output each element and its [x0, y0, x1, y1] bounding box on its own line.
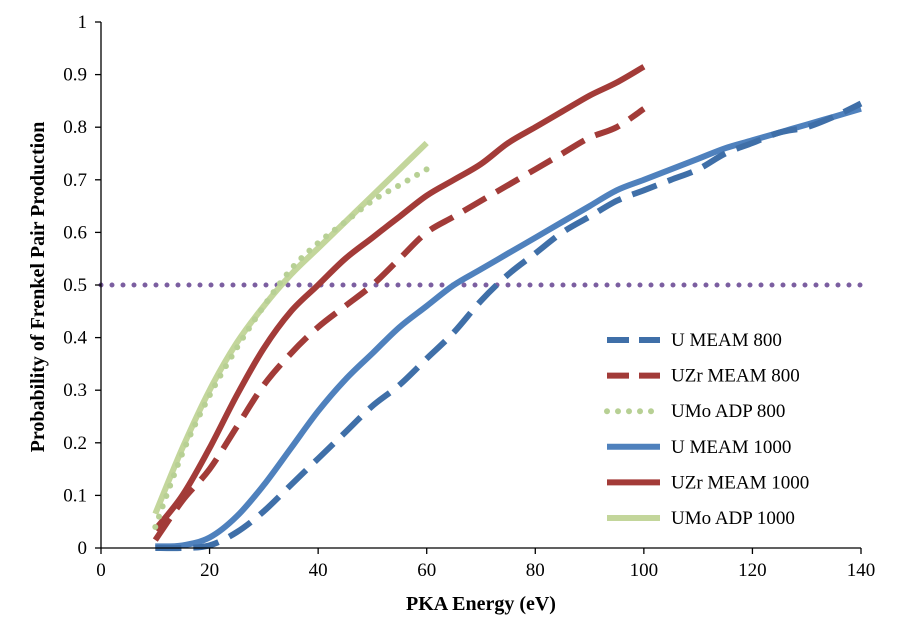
series-layer — [152, 64, 863, 552]
y-tick-label: 0.9 — [63, 65, 87, 86]
legend-label: U MEAM 1000 — [671, 437, 791, 458]
series-line — [155, 100, 863, 552]
series-line — [152, 106, 646, 542]
series-u-meam-800 — [155, 100, 863, 552]
y-tick-label: 0.3 — [63, 380, 87, 401]
y-tick-label: 0 — [78, 538, 88, 559]
x-tick-label: 100 — [630, 560, 659, 581]
x-tick-label: 60 — [417, 560, 436, 581]
y-tick-label: 0.4 — [63, 328, 87, 349]
series-line — [152, 166, 430, 530]
x-tick-label: 0 — [96, 560, 106, 581]
x-tick-label: 20 — [200, 560, 219, 581]
y-tick-label: 0.2 — [63, 433, 87, 454]
axes-layer — [100, 22, 861, 549]
legend-item: U MEAM 1000 — [607, 437, 791, 458]
legend-label: UZr MEAM 1000 — [671, 472, 809, 493]
x-tick-label: 40 — [309, 560, 328, 581]
x-tick-label: 120 — [738, 560, 767, 581]
y-tick-label: 0.6 — [63, 222, 87, 243]
legend-item: UMo ADP 800 — [604, 401, 785, 422]
legend-label: UMo ADP 800 — [671, 401, 785, 422]
series-umo-adp-800 — [152, 166, 430, 530]
legend-item: UZr MEAM 800 — [607, 366, 800, 387]
series-uzr-meam-800 — [152, 106, 646, 542]
series-uzr-meam-1000 — [152, 64, 646, 532]
series-line — [152, 140, 429, 515]
legend-item: UMo ADP 1000 — [607, 508, 795, 529]
y-axis-title: Probability of Frenkel Pair Production — [27, 122, 49, 453]
x-tick-label: 80 — [526, 560, 545, 581]
x-tick-label: 140 — [847, 560, 876, 581]
legend-label: UZr MEAM 800 — [671, 366, 800, 387]
legend-item: U MEAM 800 — [607, 330, 782, 351]
y-tick-label: 1 — [78, 12, 88, 33]
series-line — [155, 105, 862, 550]
series-umo-adp-1000 — [152, 140, 429, 515]
legend: U MEAM 800 UZr MEAM 800 UMo ADP 800 U MEAM … — [604, 330, 809, 529]
legend-label: U MEAM 800 — [671, 330, 782, 351]
legend-label: UMo ADP 1000 — [671, 508, 795, 529]
x-axis-title: PKA Energy (eV) — [406, 593, 556, 615]
y-tick-label: 0.7 — [63, 170, 87, 191]
ticks-layer: 0 20 40 60 80 100 120 140 0 0.1 0.2 0.3 0.4 0.5 0.6 0.7… — [63, 12, 875, 581]
y-tick-label: 0.8 — [63, 117, 87, 138]
legend-item: UZr MEAM 1000 — [607, 472, 809, 493]
y-tick-label: 0.5 — [63, 275, 87, 296]
series-line — [152, 64, 646, 532]
y-tick-label: 0.1 — [63, 485, 87, 506]
